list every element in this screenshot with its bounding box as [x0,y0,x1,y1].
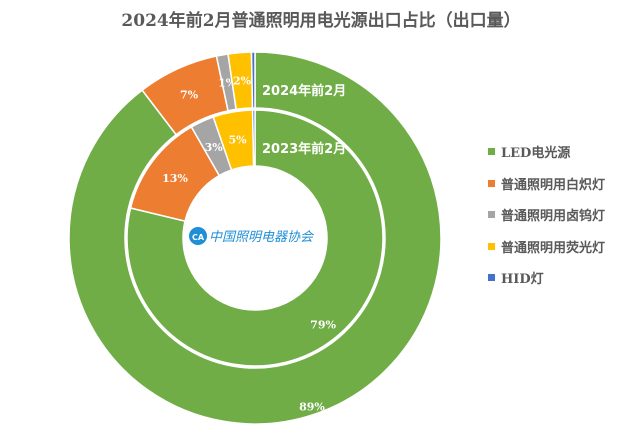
slice-inner-0[interactable] [126,109,384,367]
logo-mark: CA [192,233,205,242]
legend-label: 普通照明用白炽灯 [501,177,606,193]
legend-item-led[interactable]: LED电光源 [488,136,605,168]
logo-icon [189,227,207,245]
data-label: 89% [299,401,325,414]
legend-swatch [488,242,495,250]
legend-label: HID灯 [501,272,544,288]
legend-label: LED电光源 [501,146,571,162]
data-label: 13% [162,172,188,185]
legend-swatch [488,274,495,282]
legend-label: 普通照明用卤钨灯 [501,209,606,225]
legend-item-incandescent[interactable]: 普通照明用白炽灯 [488,168,605,200]
slice-inner-4[interactable] [251,109,256,167]
series-label: 2023年前2月 [262,141,346,157]
data-label: 79% [310,318,336,331]
legend-item-halogen[interactable]: 普通照明用卤钨灯 [488,199,605,231]
legend-swatch [488,211,495,219]
legend-swatch [488,179,495,187]
legend: LED电光源 普通照明用白炽灯 普通照明用卤钨灯 普通照明用荧光灯 HID灯 [488,136,605,294]
series-label: 2024年前2月 [262,83,346,99]
data-label: 7% [180,88,199,101]
data-label: 5% [228,134,247,147]
data-label: 2% [233,75,252,88]
legend-label: 普通照明用荧光灯 [501,240,606,256]
slice-outer-0[interactable] [68,51,442,425]
legend-item-fluorescent[interactable]: 普通照明用荧光灯 [488,231,605,263]
slice-outer-4[interactable] [250,51,256,109]
legend-swatch [488,148,495,156]
data-label: 3% [205,141,224,154]
legend-item-hid[interactable]: HID灯 [488,262,605,294]
logo-text: 中国照明电器协会 [209,230,315,245]
chart-title: 2024年前2月普通照明用电光源出口占比（出口量） [121,11,521,31]
